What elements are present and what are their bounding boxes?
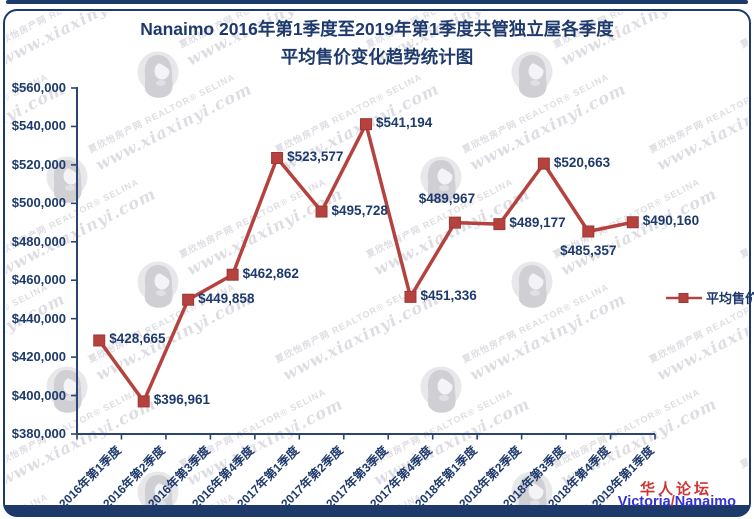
data-point-marker bbox=[226, 268, 239, 281]
chart-title: Nanaimo 2016年第1季度至2019年第1季度共管独立屋各季度 平均售价… bbox=[0, 15, 754, 71]
y-axis-tick-label: $420,000 bbox=[11, 349, 66, 365]
footer-location-brand: Victoria/Nanaimo bbox=[618, 494, 736, 510]
y-axis-tick-label: $440,000 bbox=[11, 310, 66, 326]
top-border-rule bbox=[6, 0, 748, 4]
data-point-value-label: $428,665 bbox=[109, 331, 166, 347]
y-axis-tick-label: $560,000 bbox=[11, 80, 66, 95]
y-axis-tick-label: $460,000 bbox=[11, 272, 66, 288]
average-price-line bbox=[97, 122, 635, 404]
data-point-marker bbox=[315, 205, 328, 218]
y-axis-tick-label: $380,000 bbox=[11, 426, 66, 441]
footer-victoria: Victoria bbox=[617, 494, 671, 510]
data-point-value-label: $451,336 bbox=[420, 287, 477, 303]
footer-slash: / bbox=[670, 494, 675, 510]
bottom-navy-bar bbox=[4, 505, 750, 516]
data-point-marker bbox=[137, 395, 150, 408]
chart-legend: 平均售价 bbox=[666, 288, 754, 307]
footer-nanaimo: Nanaimo bbox=[674, 494, 736, 510]
data-point-value-label: $449,858 bbox=[198, 290, 255, 306]
footer-forum-brand: 华人论坛 bbox=[639, 481, 712, 498]
y-axis-tick-label: $500,000 bbox=[11, 195, 66, 211]
data-point-value-label: $541,194 bbox=[376, 115, 433, 131]
legend-series-label: 平均售价 bbox=[706, 291, 754, 306]
data-point-value-label: $396,961 bbox=[153, 392, 210, 408]
y-axis-tick-label: $400,000 bbox=[11, 387, 66, 403]
data-point-value-label: $485,357 bbox=[560, 243, 617, 259]
data-point-marker bbox=[93, 334, 106, 347]
data-point-marker bbox=[271, 152, 284, 165]
data-point-marker bbox=[182, 293, 195, 306]
legend-line-marker-icon bbox=[666, 292, 702, 303]
data-point-marker bbox=[626, 216, 639, 229]
y-axis-tick-label: $480,000 bbox=[11, 233, 66, 249]
data-point-marker bbox=[404, 290, 417, 303]
y-axis-tick-label: $520,000 bbox=[11, 156, 66, 172]
y-axis-tick-label: $540,000 bbox=[11, 118, 66, 134]
data-point-marker bbox=[582, 225, 595, 238]
rounded-frame-border bbox=[3, 9, 751, 517]
data-point-marker bbox=[537, 157, 550, 170]
data-point-value-label: $520,663 bbox=[553, 154, 611, 170]
chart-title-line1: Nanaimo 2016年第1季度至2019年第1季度共管独立屋各季度 bbox=[140, 19, 614, 39]
chart-title-line2: 平均售价变化趋势统计图 bbox=[280, 47, 474, 67]
data-point-value-label: $489,177 bbox=[509, 215, 566, 231]
data-point-marker bbox=[448, 216, 461, 229]
data-point-value-label: $489,967 bbox=[418, 190, 476, 206]
data-point-value-label: $523,577 bbox=[287, 149, 344, 164]
data-point-marker bbox=[360, 118, 372, 131]
data-point-marker bbox=[493, 218, 506, 231]
data-point-value-label: $462,862 bbox=[242, 265, 299, 281]
data-point-value-label: $495,728 bbox=[331, 202, 388, 218]
data-point-value-label: $490,160 bbox=[642, 213, 700, 229]
